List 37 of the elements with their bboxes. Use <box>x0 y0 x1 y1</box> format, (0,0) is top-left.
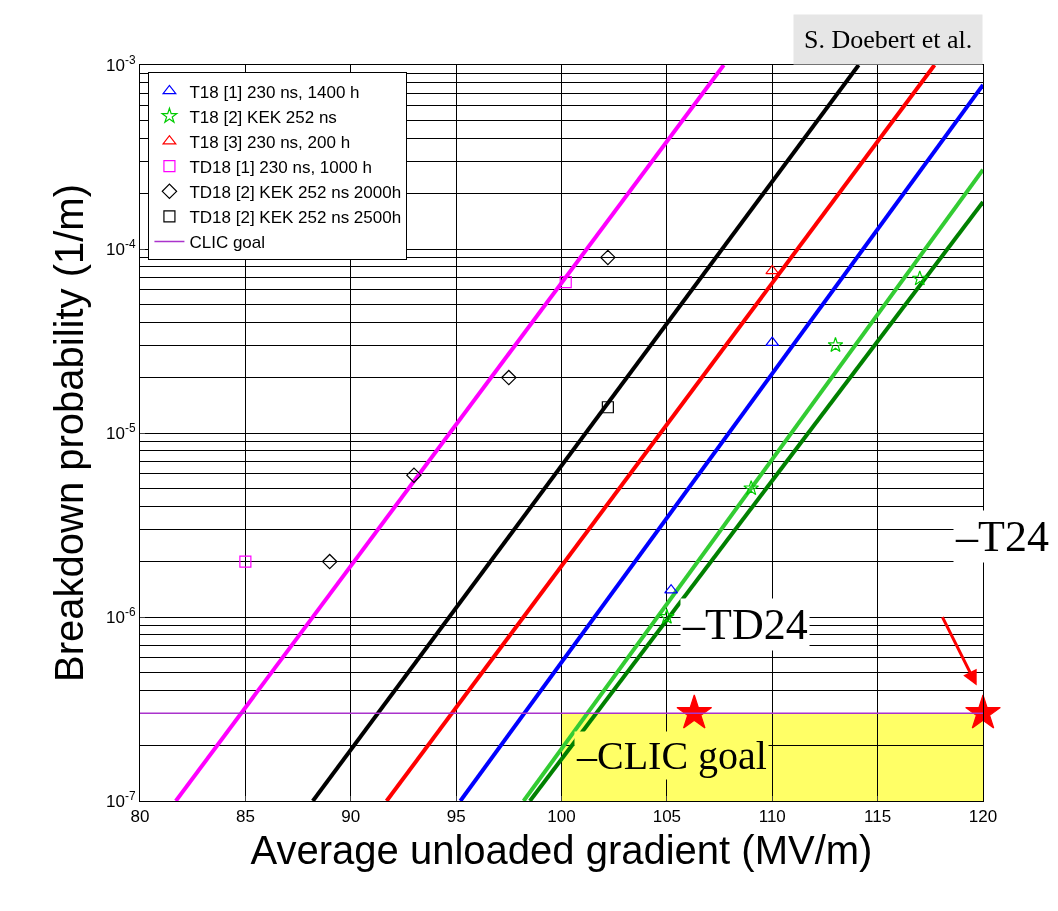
x-tick-label: 85 <box>235 807 255 827</box>
y-tick-label: 10$^{-4}$ <box>106 236 136 259</box>
legend-label: TD18 [1] 230 ns, 1000 h <box>189 157 372 177</box>
y-tick-label: 10$^{-3}$ <box>106 52 136 75</box>
x-axis-title: Average unloaded gradient (MV/m) <box>250 827 873 872</box>
y-axis-title: Breakdown probability (1/m) <box>46 184 91 682</box>
point <box>239 555 252 568</box>
x-tick-label: 120 <box>968 807 998 827</box>
point <box>501 369 517 386</box>
band-label: –CLIC goal <box>576 733 767 778</box>
x-tick-label: 95 <box>446 807 466 827</box>
point <box>600 249 616 266</box>
legend-label: TD18 [2] KEK 252 ns 2000h <box>189 182 402 202</box>
point <box>406 467 422 483</box>
x-tick-label: 90 <box>341 807 361 827</box>
legend-label: CLIC goal <box>189 233 266 253</box>
point <box>765 264 780 275</box>
y-tick-label: 10$^{-6}$ <box>106 604 136 627</box>
x-tick-label: 115 <box>864 807 892 827</box>
point <box>911 270 928 286</box>
x-tick-label: 100 <box>547 807 576 827</box>
point <box>658 608 675 624</box>
point <box>601 401 614 414</box>
point <box>321 553 338 570</box>
text: S. Doebert et al. <box>804 25 973 54</box>
y-tick-label: 10$^{-5}$ <box>106 420 136 443</box>
point <box>559 276 572 289</box>
annotation: –T24 <box>955 512 1049 561</box>
legend-label: T18 [3] 230 ns, 200 h <box>189 132 351 152</box>
legend-label: TD18 [2] KEK 252 ns 2500h <box>189 208 402 228</box>
annotation: –TD24 <box>682 600 808 649</box>
x-tick-label: 105 <box>652 807 682 827</box>
point <box>743 480 760 496</box>
point <box>827 336 844 353</box>
legend-label: T18 [2] KEK 252 ns <box>189 107 337 127</box>
legend-label: T18 [1] 230 ns, 1400 h <box>189 82 360 102</box>
x-tick-label: 110 <box>758 807 786 827</box>
